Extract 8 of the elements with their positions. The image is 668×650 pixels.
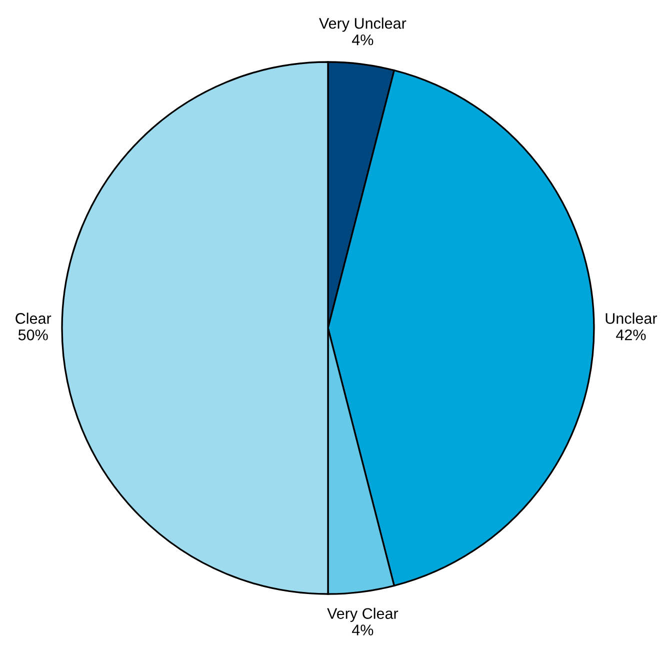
slice-label: Very Unclear [319, 18, 406, 32]
data-label: 50% [18, 330, 48, 340]
slice-label: Very Clear [327, 608, 398, 622]
data-label: 4% [352, 34, 374, 46]
data-label: 4% [352, 624, 374, 636]
slice-label: Clear [16, 312, 52, 324]
slice-label: Unclear [606, 312, 658, 324]
data-label: 42% [616, 330, 646, 340]
